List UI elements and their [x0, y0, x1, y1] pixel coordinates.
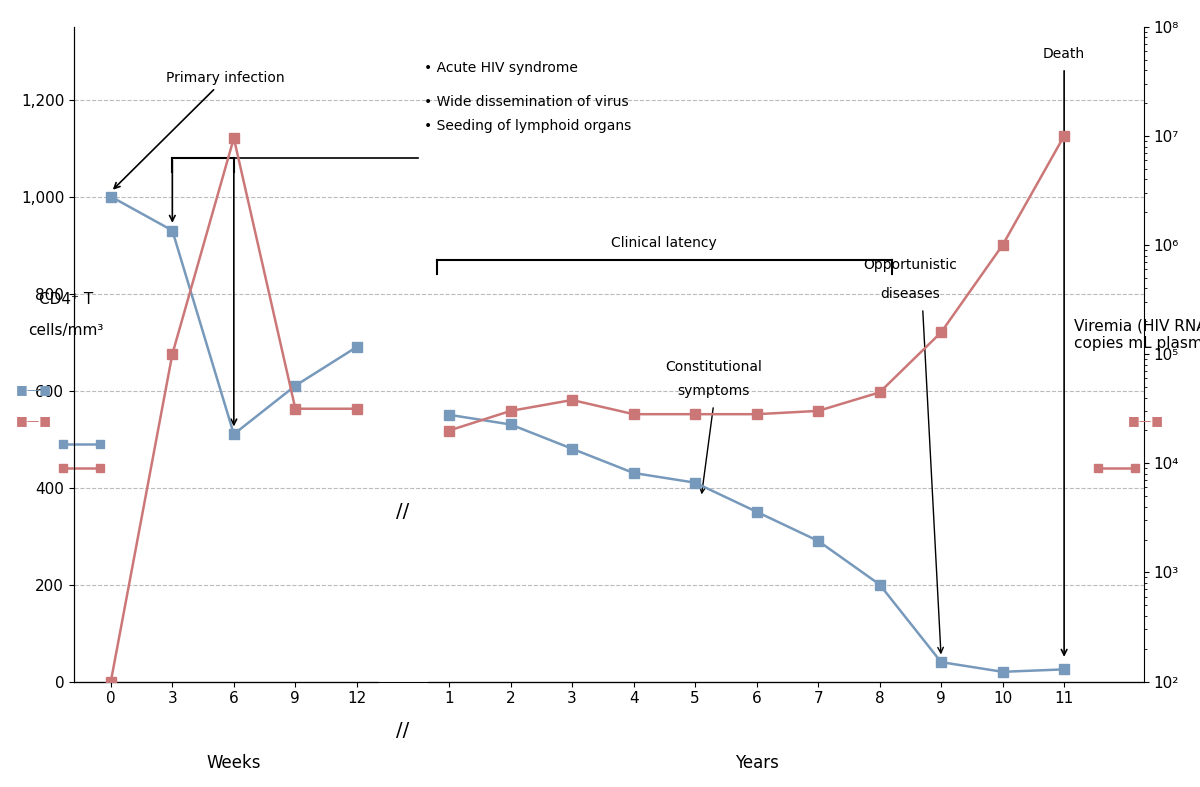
- Text: Years: Years: [734, 753, 779, 771]
- Text: CD4⁺ T: CD4⁺ T: [38, 291, 94, 307]
- Text: ■—■: ■—■: [16, 415, 52, 427]
- Text: ■—■: ■—■: [16, 383, 52, 396]
- Text: • Wide dissemination of virus: • Wide dissemination of virus: [425, 95, 629, 109]
- Text: Weeks: Weeks: [206, 753, 262, 771]
- Text: Opportunistic: Opportunistic: [864, 258, 958, 272]
- Text: Viremia (HIV RNA
copies mL plasma): Viremia (HIV RNA copies mL plasma): [1074, 318, 1200, 351]
- Text: symptoms: symptoms: [677, 384, 750, 398]
- Text: Clinical latency: Clinical latency: [612, 236, 718, 250]
- FancyBboxPatch shape: [378, 665, 427, 698]
- Text: Primary infection: Primary infection: [114, 71, 284, 188]
- Text: Death: Death: [1043, 46, 1085, 61]
- Text: • Acute HIV syndrome: • Acute HIV syndrome: [425, 61, 578, 75]
- Text: ■—■: ■—■: [1128, 415, 1164, 427]
- Text: Constitutional: Constitutional: [665, 360, 762, 374]
- Text: cells/mm³: cells/mm³: [29, 323, 103, 338]
- Text: diseases: diseases: [881, 287, 941, 301]
- Text: //: //: [396, 502, 409, 521]
- Text: //: //: [396, 721, 409, 740]
- Text: • Seeding of lymphoid organs: • Seeding of lymphoid organs: [425, 120, 631, 133]
